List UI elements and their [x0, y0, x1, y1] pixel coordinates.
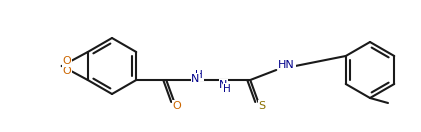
Text: N: N — [191, 74, 200, 84]
Text: S: S — [258, 101, 266, 111]
Text: N: N — [219, 80, 227, 90]
Text: H: H — [195, 70, 203, 80]
Text: O: O — [63, 56, 72, 67]
Text: HN: HN — [278, 60, 295, 70]
Text: O: O — [173, 101, 181, 111]
Text: O: O — [63, 65, 72, 76]
Text: H: H — [224, 84, 231, 94]
